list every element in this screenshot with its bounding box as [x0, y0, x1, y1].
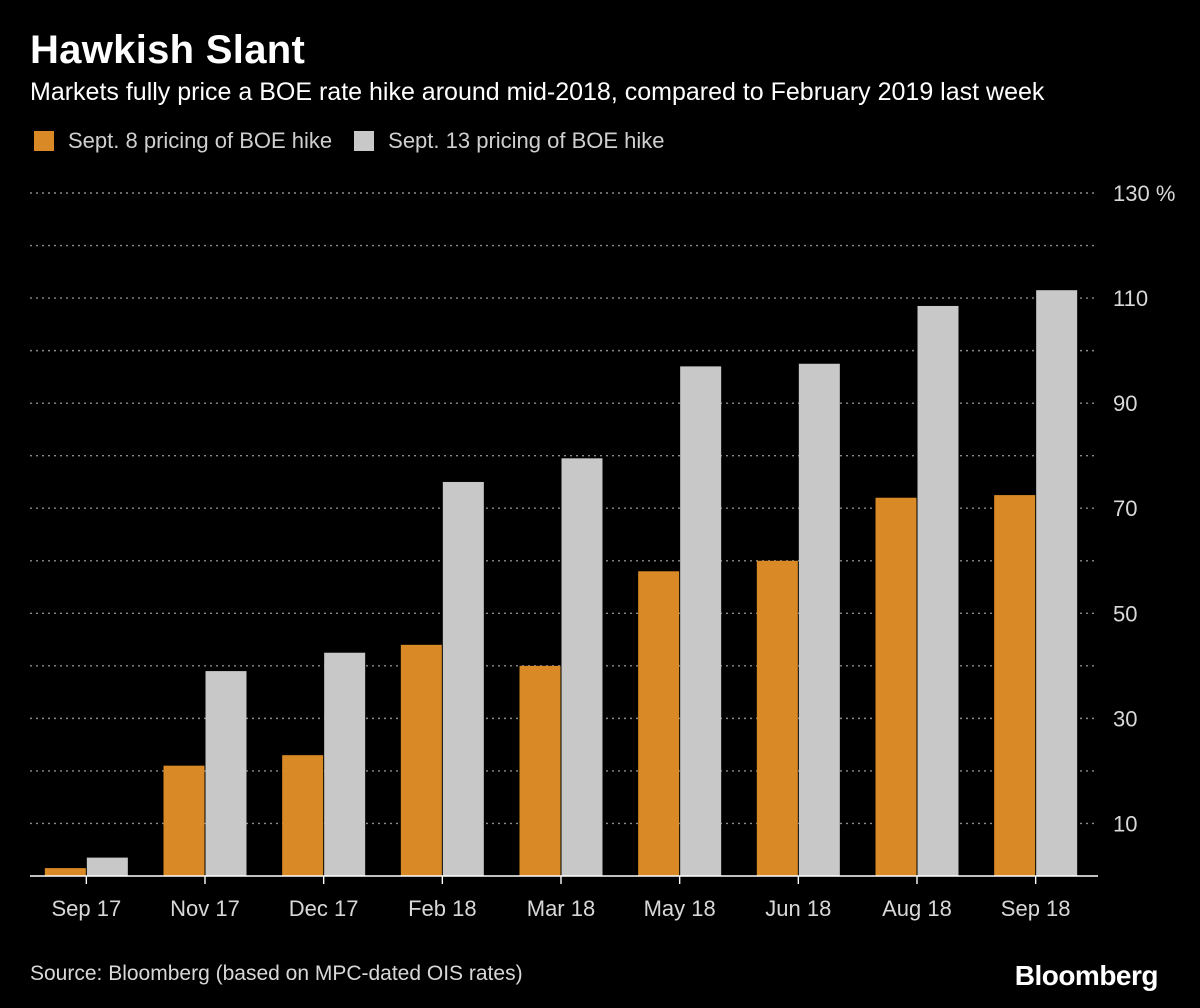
legend-label-series-1: Sept. 8 pricing of BOE hike — [68, 128, 333, 153]
bar-sept-13 — [442, 481, 484, 876]
y-tick-label: 10 — [1113, 811, 1137, 836]
source-note: Source: Bloomberg (based on MPC-dated OI… — [30, 962, 523, 985]
chart-subtitle: Markets fully price a BOE rate hike arou… — [30, 78, 1045, 106]
bar-sept-8 — [756, 560, 798, 876]
y-tick-label: 30 — [1113, 706, 1137, 731]
bar-sept-13 — [561, 458, 603, 876]
bar-sept-13 — [680, 366, 722, 876]
bar-sept-8 — [163, 765, 205, 876]
y-tick-label: 90 — [1113, 391, 1137, 416]
x-tick-label: Feb 18 — [408, 896, 477, 921]
legend: Sept. 8 pricing of BOE hike Sept. 13 pri… — [34, 128, 687, 154]
legend-swatch-series-2 — [354, 131, 375, 151]
bar-sept-8 — [875, 497, 917, 876]
y-tick-label: 110 — [1113, 286, 1148, 311]
legend-item-series-1: Sept. 8 pricing of BOE hike — [34, 128, 332, 154]
bar-sept-8 — [44, 868, 86, 876]
bar-sept-13 — [86, 857, 128, 876]
x-tick-label: Jun 18 — [765, 896, 831, 921]
legend-swatch-series-1 — [34, 131, 54, 151]
bar-sept-8 — [519, 665, 561, 876]
chart-title: Hawkish Slant — [30, 28, 306, 72]
x-tick-label: Mar 18 — [527, 896, 595, 921]
y-tick-label: 130 % — [1113, 181, 1175, 206]
bar-sept-13 — [324, 652, 366, 876]
y-tick-label: 50 — [1113, 601, 1137, 626]
bar-sept-8 — [638, 571, 680, 876]
bar-sept-8 — [994, 495, 1036, 876]
x-tick-label: Aug 18 — [882, 896, 952, 921]
x-tick-label: May 18 — [644, 896, 716, 921]
legend-item-series-2: Sept. 13 pricing of BOE hike — [354, 128, 665, 154]
legend-label-series-2: Sept. 13 pricing of BOE hike — [388, 128, 665, 153]
bar-sept-13 — [798, 363, 840, 876]
x-tick-label: Dec 17 — [289, 896, 359, 921]
bar-sept-13 — [1036, 290, 1078, 876]
bloomberg-logo: Bloomberg — [1014, 960, 1159, 991]
x-tick-label: Nov 17 — [170, 896, 240, 921]
x-tick-label: Sep 18 — [1001, 896, 1071, 921]
bar-sept-8 — [282, 755, 324, 876]
bar-sept-13 — [917, 305, 959, 876]
bar-sept-13 — [205, 671, 247, 876]
x-tick-label: Sep 17 — [51, 896, 121, 921]
y-tick-label: 70 — [1113, 496, 1137, 521]
bar-sept-8 — [400, 644, 442, 876]
